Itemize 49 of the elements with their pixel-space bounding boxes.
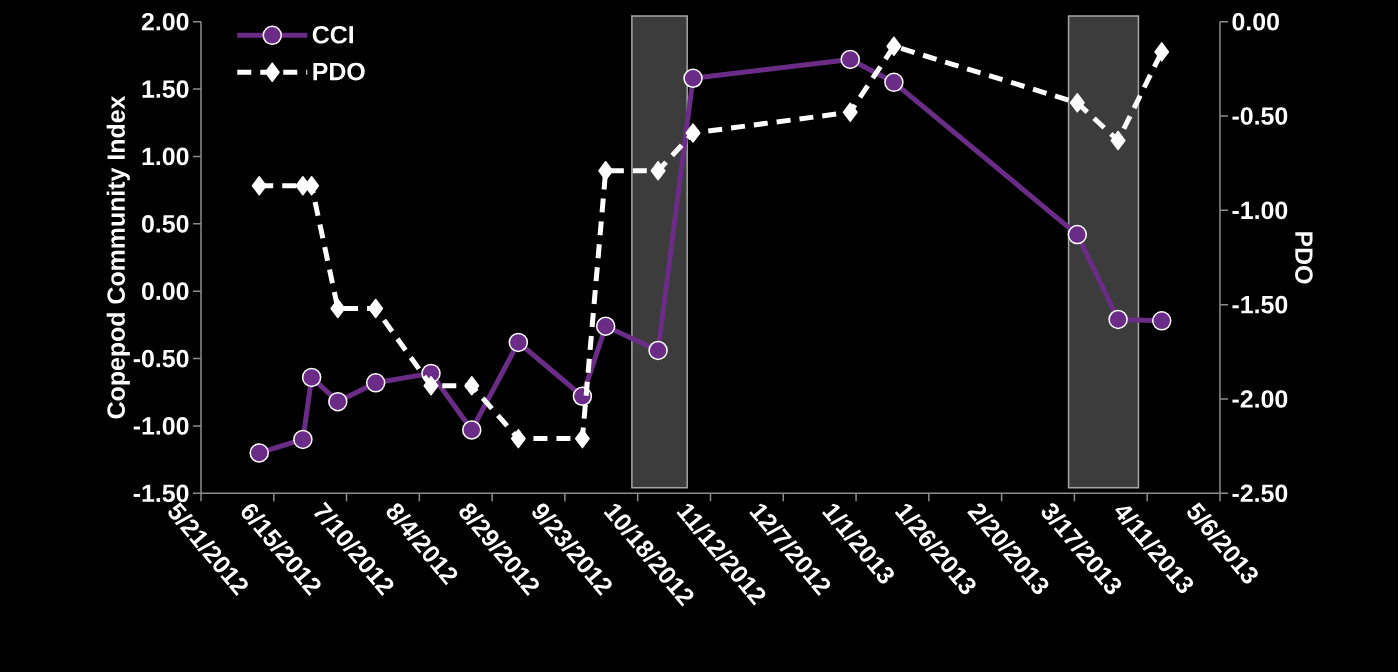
point bbox=[1108, 309, 1128, 330]
point bbox=[595, 316, 616, 336]
point bbox=[1110, 130, 1126, 151]
point bbox=[462, 420, 482, 440]
point bbox=[884, 72, 904, 93]
point bbox=[683, 68, 703, 89]
point bbox=[842, 102, 858, 122]
legend-label: PDO bbox=[313, 62, 365, 81]
point bbox=[304, 176, 320, 196]
point bbox=[301, 367, 322, 388]
point bbox=[650, 160, 666, 181]
y2-tick-label: -1.00 bbox=[1232, 201, 1288, 220]
point bbox=[508, 332, 529, 353]
y-tick-label: -0.50 bbox=[133, 349, 189, 368]
point bbox=[685, 123, 701, 143]
y-tick-label: 1.50 bbox=[142, 80, 189, 98]
point bbox=[1069, 93, 1085, 113]
y2-tick-label: -2.50 bbox=[1232, 484, 1288, 503]
legend-label: CCI bbox=[312, 25, 353, 44]
y-tick-label: 2.00 bbox=[141, 12, 189, 31]
y-tick-label: 0.50 bbox=[141, 214, 189, 233]
y-tick-label: -1.00 bbox=[133, 417, 189, 435]
point bbox=[368, 298, 384, 319]
y2-tick-label: -1.50 bbox=[1232, 295, 1288, 314]
y2-tick-label: 0.00 bbox=[1232, 12, 1279, 31]
point bbox=[365, 373, 386, 393]
point bbox=[574, 428, 590, 449]
point bbox=[423, 376, 439, 396]
y-tick-label: 1.00 bbox=[142, 147, 189, 166]
point bbox=[330, 298, 346, 319]
y2-axis-title: PDO bbox=[1295, 232, 1313, 284]
point bbox=[598, 160, 614, 181]
y-tick-label: -1.50 bbox=[133, 484, 189, 503]
y-tick-label: 0.00 bbox=[141, 282, 189, 301]
point bbox=[1154, 42, 1170, 62]
y2-tick-label: -2.00 bbox=[1232, 390, 1288, 408]
point bbox=[464, 376, 480, 396]
point bbox=[840, 49, 860, 70]
point bbox=[886, 36, 902, 56]
point bbox=[1151, 311, 1172, 331]
point bbox=[648, 340, 668, 361]
y-axis-title: Copepod Community Index bbox=[106, 95, 130, 419]
point bbox=[1067, 224, 1088, 245]
y2-tick-label: -0.50 bbox=[1232, 107, 1288, 125]
point bbox=[510, 428, 526, 449]
point bbox=[293, 429, 313, 450]
point bbox=[249, 443, 269, 463]
point bbox=[328, 391, 348, 412]
point bbox=[251, 176, 267, 196]
